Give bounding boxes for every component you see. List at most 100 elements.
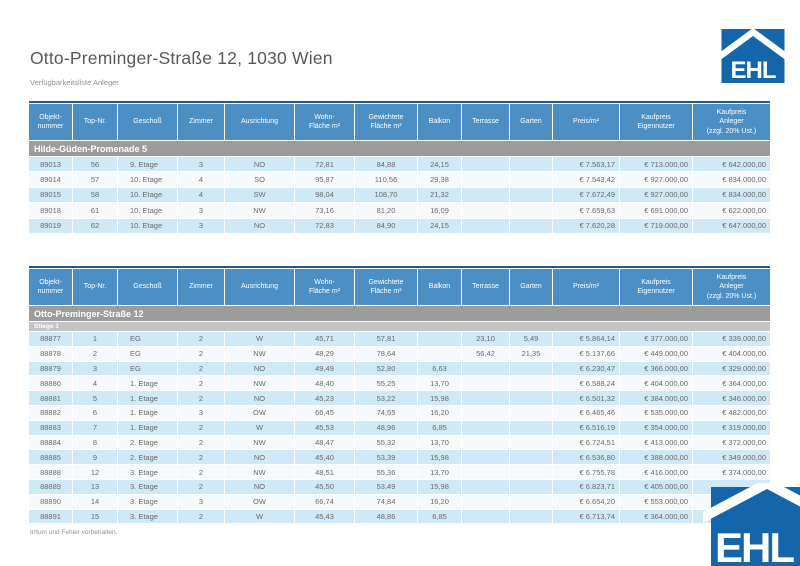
cell: 10. Etage [118,187,177,203]
cell: 3 [178,218,224,233]
ehl-logo-graphic-large: EHL [703,483,800,566]
cell: W [225,420,294,435]
column-header: Objekt- nummer [29,269,72,305]
cell [462,391,509,405]
cell: 72,81 [295,157,354,172]
cell: 74,55 [355,405,417,420]
cell: € 7.543,42 [553,172,619,187]
cell: 5,49 [510,332,552,346]
cell: € 719.000,00 [620,218,692,233]
cell: € 535.000,00 [620,405,692,420]
cell: 10. Etage [118,218,177,233]
cell [462,479,509,494]
cell: € 7.563,17 [553,157,619,172]
cell: € 642.000,00 [693,157,770,172]
cell: 13,70 [418,376,461,391]
cell: 9 [73,450,117,465]
cell: € 388.000,00 [620,450,692,465]
cell: 2. Etage [118,450,177,465]
cell: 110,56 [355,172,417,187]
column-header: Ausrichtung [225,104,294,140]
cell: 3 [178,405,224,420]
cell: 57 [73,172,117,187]
cell [510,157,552,172]
cell: 2 [73,346,117,361]
cell: 13 [73,479,117,494]
cell [418,332,461,346]
cell [462,420,509,435]
cell: NW [225,435,294,450]
cell: 88883 [29,420,72,435]
cell: 88891 [29,509,72,524]
cell: € 346.000,00 [693,391,770,405]
cell [510,203,552,218]
cell: 14 [73,494,117,509]
cell: 15,98 [418,391,461,405]
cell [462,494,509,509]
cell: 66,74 [295,494,354,509]
house-roof-icon [719,28,787,61]
cell: € 404.000,00 [620,376,692,391]
cell [462,435,509,450]
cell: 13,70 [418,465,461,479]
cell: 1. Etage [118,405,177,420]
cell: NW [225,346,294,361]
cell: 48,51 [295,465,354,479]
ehl-logo-graphic: EHL [719,28,787,84]
cell: 89019 [29,218,72,233]
cell: € 364.000,00 [620,509,692,524]
cell: € 354.000,00 [620,420,692,435]
cell: 3 [178,203,224,218]
column-header: Kaufpreis Anleger (zzgl. 20% Ust.) [693,104,770,140]
cell: 88882 [29,405,72,420]
subsection-header: Stiege 1 [29,322,770,331]
cell: 3. Etage [118,465,177,479]
cell: 4 [178,172,224,187]
cell: € 7.620,28 [553,218,619,233]
cell: NO [225,391,294,405]
cell: 2. Etage [118,435,177,450]
cell: € 6.501,32 [553,391,619,405]
cell [510,435,552,450]
cell: 15,98 [418,479,461,494]
cell: 88889 [29,479,72,494]
cell: 74,84 [355,494,417,509]
cell: 88884 [29,435,72,450]
cell [462,450,509,465]
cell: € 6.516,19 [553,420,619,435]
cell: 89013 [29,157,72,172]
cell [462,172,509,187]
cell: € 6.724,51 [553,435,619,450]
cell: 2 [178,435,224,450]
column-header: Geschoß [118,269,177,305]
cell: 2 [178,391,224,405]
cell [462,405,509,420]
cell: 84,88 [355,157,417,172]
section-header: Hilde-Güden-Promenade 5 [29,141,770,156]
cell: 81,20 [355,203,417,218]
cell: NW [225,465,294,479]
cell: € 553.000,00 [620,494,692,509]
column-header: Geschoß [118,104,177,140]
cell [510,420,552,435]
section-header: Otto-Preminger-Straße 12 [29,306,770,321]
cell: 3 [178,157,224,172]
cell: 6,85 [418,509,461,524]
cell: 88880 [29,376,72,391]
cell: 88890 [29,494,72,509]
cell: NO [225,157,294,172]
cell: 55,25 [355,376,417,391]
cell: € 6.536,80 [553,450,619,465]
cell: 2 [178,509,224,524]
column-header: Kaufpreis Anleger (zzgl. 20% Ust.) [693,269,770,305]
cell [510,405,552,420]
cell: NO [225,361,294,376]
cell: SW [225,187,294,203]
cell: 49,49 [295,361,354,376]
cell [462,203,509,218]
cell: 10. Etage [118,172,177,187]
cell: 88885 [29,450,72,465]
cell: 9. Etage [118,157,177,172]
cell: € 5.864,14 [553,332,619,346]
column-header: Preis/m² [553,104,619,140]
